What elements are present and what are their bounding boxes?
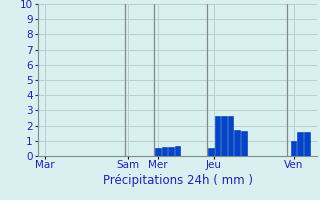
Bar	[221, 116, 227, 156]
Bar	[208, 148, 213, 156]
Bar	[155, 148, 161, 156]
Bar	[228, 116, 234, 156]
Bar	[168, 147, 174, 156]
Bar	[214, 116, 220, 156]
Bar	[241, 131, 247, 156]
X-axis label: Précipitations 24h ( mm ): Précipitations 24h ( mm )	[103, 174, 252, 187]
Bar	[162, 147, 167, 156]
Bar	[304, 132, 310, 156]
Bar	[235, 130, 240, 156]
Bar	[297, 132, 303, 156]
Bar	[291, 141, 296, 156]
Bar	[175, 146, 180, 156]
